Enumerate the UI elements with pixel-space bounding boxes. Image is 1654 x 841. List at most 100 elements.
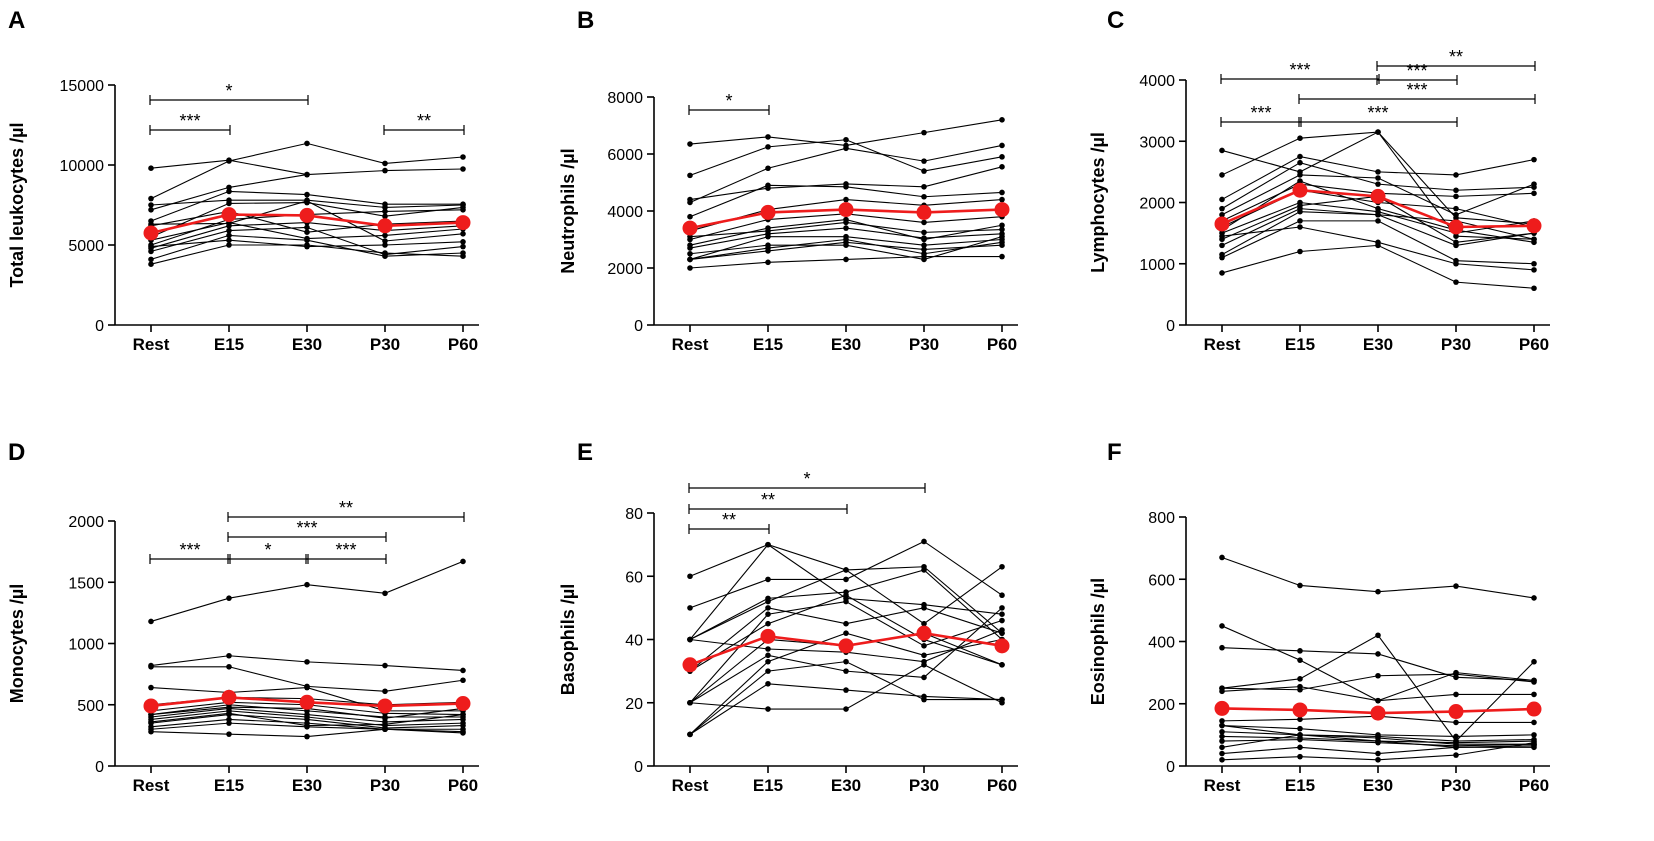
subject-point — [765, 611, 771, 617]
x-tick-label: P30 — [1441, 776, 1471, 795]
subject-point — [1219, 242, 1225, 249]
subject-point — [226, 227, 232, 234]
mean-point — [1448, 704, 1464, 720]
y-tick-label: 15000 — [60, 78, 105, 95]
y-tick-label: 0 — [95, 318, 104, 335]
subject-point — [687, 699, 693, 706]
mean-point — [1214, 216, 1230, 232]
sig-label: *** — [296, 518, 317, 538]
subject-point — [382, 232, 388, 239]
panel-letter: C — [1107, 7, 1124, 34]
subject-point — [1453, 671, 1459, 677]
subject-point — [687, 265, 693, 271]
subject-point — [1531, 285, 1537, 292]
subject-point — [382, 242, 388, 248]
subject-point — [382, 721, 388, 728]
x-tick-label: P60 — [1519, 335, 1549, 354]
subject-point — [1219, 205, 1225, 212]
subject-line — [689, 544, 1003, 634]
subject-point — [999, 627, 1005, 633]
subject-line — [150, 560, 464, 622]
y-axis-label: Monocytes /µl — [7, 584, 27, 703]
subject-point — [1219, 172, 1225, 178]
x-tick-label: E30 — [1363, 335, 1393, 354]
subject-point — [921, 620, 927, 627]
subject-point — [304, 235, 310, 242]
subject-point — [765, 228, 771, 234]
subject-point — [1219, 744, 1225, 751]
y-tick-label: 0 — [1166, 759, 1175, 776]
subject-point — [1297, 725, 1303, 732]
subject-point — [999, 164, 1005, 170]
y-tick-label: 0 — [1166, 318, 1175, 335]
panel-letter: D — [8, 439, 25, 466]
subject-point — [304, 684, 310, 691]
subject-point — [1219, 756, 1225, 763]
subject-point — [1531, 156, 1537, 163]
subject-point — [382, 238, 388, 244]
subject-point — [765, 605, 771, 611]
mean-point — [455, 215, 471, 231]
subject-point — [1375, 588, 1381, 595]
subject-point — [1531, 679, 1537, 685]
subject-point — [382, 715, 388, 722]
subject-point — [921, 567, 927, 573]
mean-point — [682, 220, 698, 236]
subject-point — [226, 720, 232, 726]
subject-point — [382, 208, 388, 215]
subject-point — [1453, 744, 1459, 751]
subject-point — [843, 630, 849, 636]
subject-point — [921, 246, 927, 253]
subject-point — [226, 704, 232, 710]
x-tick-label: Rest — [672, 335, 709, 354]
subject-point — [1297, 208, 1303, 215]
subject-point — [921, 256, 927, 263]
subject-point — [304, 733, 310, 740]
y-axis-label: Basophils /µl — [558, 584, 578, 695]
x-tick-label: Rest — [672, 776, 709, 795]
subject-point — [687, 256, 693, 263]
subject-point — [765, 182, 771, 189]
subject-point — [226, 595, 232, 601]
subject-point — [1531, 260, 1537, 267]
subject-point — [148, 248, 154, 255]
subject-point — [1375, 205, 1381, 212]
subject-point — [304, 243, 310, 250]
subject-point — [765, 595, 771, 602]
y-tick-label: 5000 — [68, 238, 104, 255]
subject-point — [921, 538, 927, 545]
subject-point — [382, 160, 388, 167]
subject-point — [1531, 239, 1537, 246]
mean-point — [760, 628, 776, 644]
subject-point — [1219, 554, 1225, 561]
subject-point — [999, 617, 1005, 624]
subject-point — [921, 183, 927, 190]
subject-point — [148, 261, 154, 268]
subject-point — [687, 636, 693, 643]
subject-point — [1297, 135, 1303, 141]
subject-point — [1531, 267, 1537, 273]
subject-point — [1375, 169, 1381, 175]
subject-point — [148, 728, 154, 735]
subject-point — [921, 652, 927, 659]
sig-label: * — [725, 91, 732, 111]
y-tick-label: 500 — [77, 698, 104, 715]
subject-point — [382, 726, 388, 733]
x-tick-label: E15 — [1285, 335, 1315, 354]
subject-point — [687, 172, 693, 179]
subject-point — [843, 196, 849, 203]
subject-point — [1297, 153, 1303, 160]
mean-point — [838, 638, 854, 654]
subject-point — [1375, 750, 1381, 757]
subject-point — [1297, 716, 1303, 723]
mean-point — [1292, 182, 1308, 198]
subject-point — [1219, 254, 1225, 261]
subject-point — [921, 129, 927, 136]
sig-label: ** — [761, 490, 775, 510]
subject-point — [460, 711, 466, 718]
y-tick-label: 0 — [95, 759, 104, 776]
y-tick-label: 2000 — [1139, 196, 1175, 213]
subject-point — [226, 710, 232, 717]
subject-point — [921, 193, 927, 200]
mean-point — [682, 657, 698, 673]
